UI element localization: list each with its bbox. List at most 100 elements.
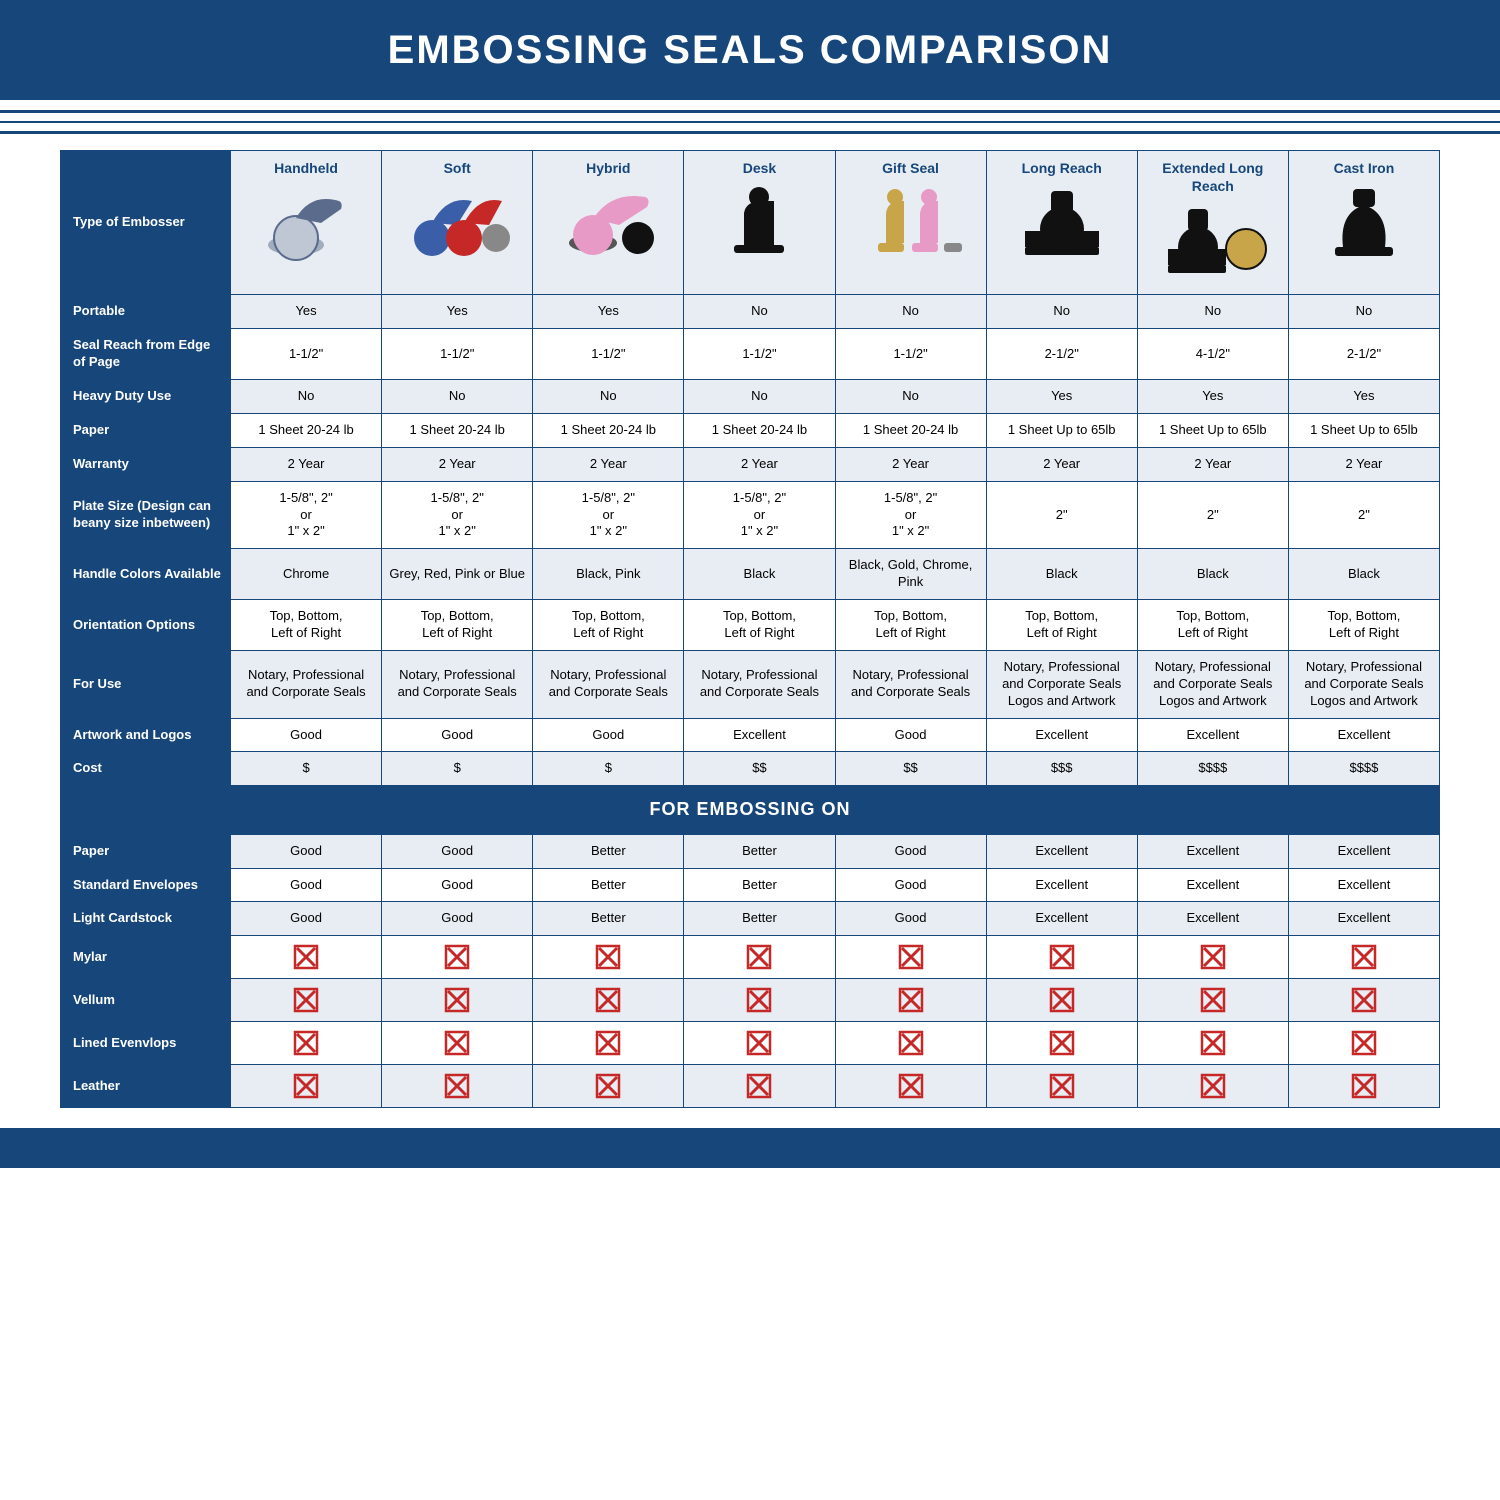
table-cell: Yes: [533, 295, 684, 329]
row-label: Leather: [61, 1065, 231, 1108]
castiron-embosser-icon: [1309, 183, 1419, 263]
table-row: Warranty2 Year2 Year2 Year2 Year2 Year2 …: [61, 447, 1440, 481]
table-cell: Excellent: [1288, 868, 1439, 902]
table-cell: [231, 1065, 382, 1108]
table-cell: 2-1/2": [986, 329, 1137, 380]
column-header-gift: Gift Seal: [835, 151, 986, 295]
table-cell: Good: [835, 834, 986, 868]
section-divider: FOR EMBOSSING ON: [61, 786, 1440, 834]
not-recommended-icon: [1144, 944, 1282, 970]
table-cell: [533, 1065, 684, 1108]
table-cell: Better: [533, 902, 684, 936]
row-label: Cost: [61, 752, 231, 786]
table-cell: No: [684, 379, 835, 413]
table-cell: Excellent: [1137, 718, 1288, 752]
table-cell: 1-5/8", 2"or1" x 2": [835, 481, 986, 549]
not-recommended-icon: [1144, 1030, 1282, 1056]
row-label: Lined Evenvlops: [61, 1022, 231, 1065]
not-recommended-icon: [1295, 1073, 1433, 1099]
row-label: Handle Colors Available: [61, 549, 231, 600]
table-cell: 1 Sheet Up to 65lb: [986, 413, 1137, 447]
not-recommended-icon: [993, 1073, 1131, 1099]
not-recommended-icon: [237, 1030, 375, 1056]
longreach-embosser-icon: [1007, 183, 1117, 263]
table-cell: 2 Year: [835, 447, 986, 481]
table-cell: Grey, Red, Pink or Blue: [382, 549, 533, 600]
table-cell: [382, 936, 533, 979]
table-row: Leather: [61, 1065, 1440, 1108]
column-header-hybrid: Hybrid: [533, 151, 684, 295]
table-cell: [1288, 979, 1439, 1022]
table-cell: [382, 1065, 533, 1108]
table-cell: 2 Year: [231, 447, 382, 481]
not-recommended-icon: [842, 1030, 980, 1056]
not-recommended-icon: [993, 1030, 1131, 1056]
table-cell: No: [1137, 295, 1288, 329]
table-row: Heavy Duty UseNoNoNoNoNoYesYesYes: [61, 379, 1440, 413]
row-label: Standard Envelopes: [61, 868, 231, 902]
type-of-embosser-header: Type of Embosser: [61, 151, 231, 295]
table-row: Vellum: [61, 979, 1440, 1022]
not-recommended-icon: [993, 944, 1131, 970]
column-title: Soft: [388, 159, 526, 177]
table-cell: [835, 1022, 986, 1065]
table-cell: $: [231, 752, 382, 786]
table-cell: 1-5/8", 2"or1" x 2": [231, 481, 382, 549]
table-cell: [684, 1065, 835, 1108]
not-recommended-icon: [388, 944, 526, 970]
table-cell: 1 Sheet 20-24 lb: [684, 413, 835, 447]
table-cell: [533, 1022, 684, 1065]
section-header-label: FOR EMBOSSING ON: [61, 786, 1440, 834]
table-cell: 1-1/2": [231, 329, 382, 380]
not-recommended-icon: [539, 1030, 677, 1056]
not-recommended-icon: [539, 987, 677, 1013]
table-cell: 2 Year: [1137, 447, 1288, 481]
table-cell: 1 Sheet 20-24 lb: [533, 413, 684, 447]
table-cell: $$: [684, 752, 835, 786]
not-recommended-icon: [1295, 987, 1433, 1013]
table-cell: $$: [835, 752, 986, 786]
table-row: Standard EnvelopesGoodGoodBetterBetterGo…: [61, 868, 1440, 902]
table-cell: $$$$: [1137, 752, 1288, 786]
table-cell: Yes: [1288, 379, 1439, 413]
table-cell: Top, Bottom,Left of Right: [533, 600, 684, 651]
table-cell: [986, 936, 1137, 979]
table-cell: [1288, 1065, 1439, 1108]
table-cell: [1137, 936, 1288, 979]
table-row: Light CardstockGoodGoodBetterBetterGoodE…: [61, 902, 1440, 936]
row-label: Paper: [61, 834, 231, 868]
table-cell: 1-5/8", 2"or1" x 2": [684, 481, 835, 549]
table-cell: Excellent: [986, 718, 1137, 752]
table-cell: Top, Bottom,Left of Right: [986, 600, 1137, 651]
table-row: Mylar: [61, 936, 1440, 979]
table-header-row: Type of Embosser Handheld Soft Hybrid De…: [61, 151, 1440, 295]
handheld-embosser-icon: [251, 183, 361, 263]
table-cell: No: [382, 379, 533, 413]
not-recommended-icon: [690, 987, 828, 1013]
table-cell: [231, 936, 382, 979]
table-cell: 1-5/8", 2"or1" x 2": [382, 481, 533, 549]
table-cell: 1 Sheet 20-24 lb: [835, 413, 986, 447]
row-label: Portable: [61, 295, 231, 329]
table-cell: 2 Year: [382, 447, 533, 481]
table-cell: Good: [231, 718, 382, 752]
table-row: PaperGoodGoodBetterBetterGoodExcellentEx…: [61, 834, 1440, 868]
extlong-embosser-icon: [1158, 201, 1268, 281]
table-cell: Black: [684, 549, 835, 600]
footer-bar: [0, 1128, 1500, 1168]
row-label: For Use: [61, 650, 231, 718]
table-cell: 2 Year: [684, 447, 835, 481]
not-recommended-icon: [539, 944, 677, 970]
table-cell: Yes: [382, 295, 533, 329]
table-cell: [1288, 936, 1439, 979]
table-cell: Good: [231, 902, 382, 936]
row-label: Light Cardstock: [61, 902, 231, 936]
not-recommended-icon: [388, 1073, 526, 1099]
table-cell: Notary, Professional and Corporate Seals: [231, 650, 382, 718]
table-cell: Excellent: [1137, 902, 1288, 936]
table-cell: 1 Sheet Up to 65lb: [1288, 413, 1439, 447]
table-cell: Top, Bottom,Left of Right: [382, 600, 533, 651]
table-cell: 1-1/2": [684, 329, 835, 380]
table-cell: Good: [835, 902, 986, 936]
table-cell: $$$$: [1288, 752, 1439, 786]
